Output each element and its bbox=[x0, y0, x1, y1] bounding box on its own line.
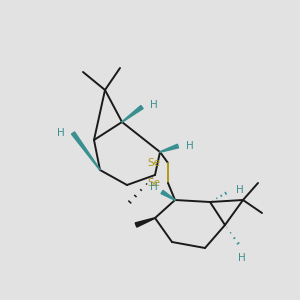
Text: H: H bbox=[150, 182, 158, 192]
Text: Se: Se bbox=[148, 178, 160, 188]
Text: H: H bbox=[150, 100, 158, 110]
Polygon shape bbox=[122, 106, 143, 122]
Text: H: H bbox=[236, 185, 244, 195]
Text: Se: Se bbox=[148, 158, 160, 168]
Text: H: H bbox=[186, 141, 194, 151]
Text: H: H bbox=[238, 253, 246, 263]
Polygon shape bbox=[160, 144, 178, 152]
Polygon shape bbox=[161, 190, 175, 200]
Text: H: H bbox=[57, 128, 65, 138]
Polygon shape bbox=[135, 218, 155, 227]
Polygon shape bbox=[71, 132, 100, 170]
